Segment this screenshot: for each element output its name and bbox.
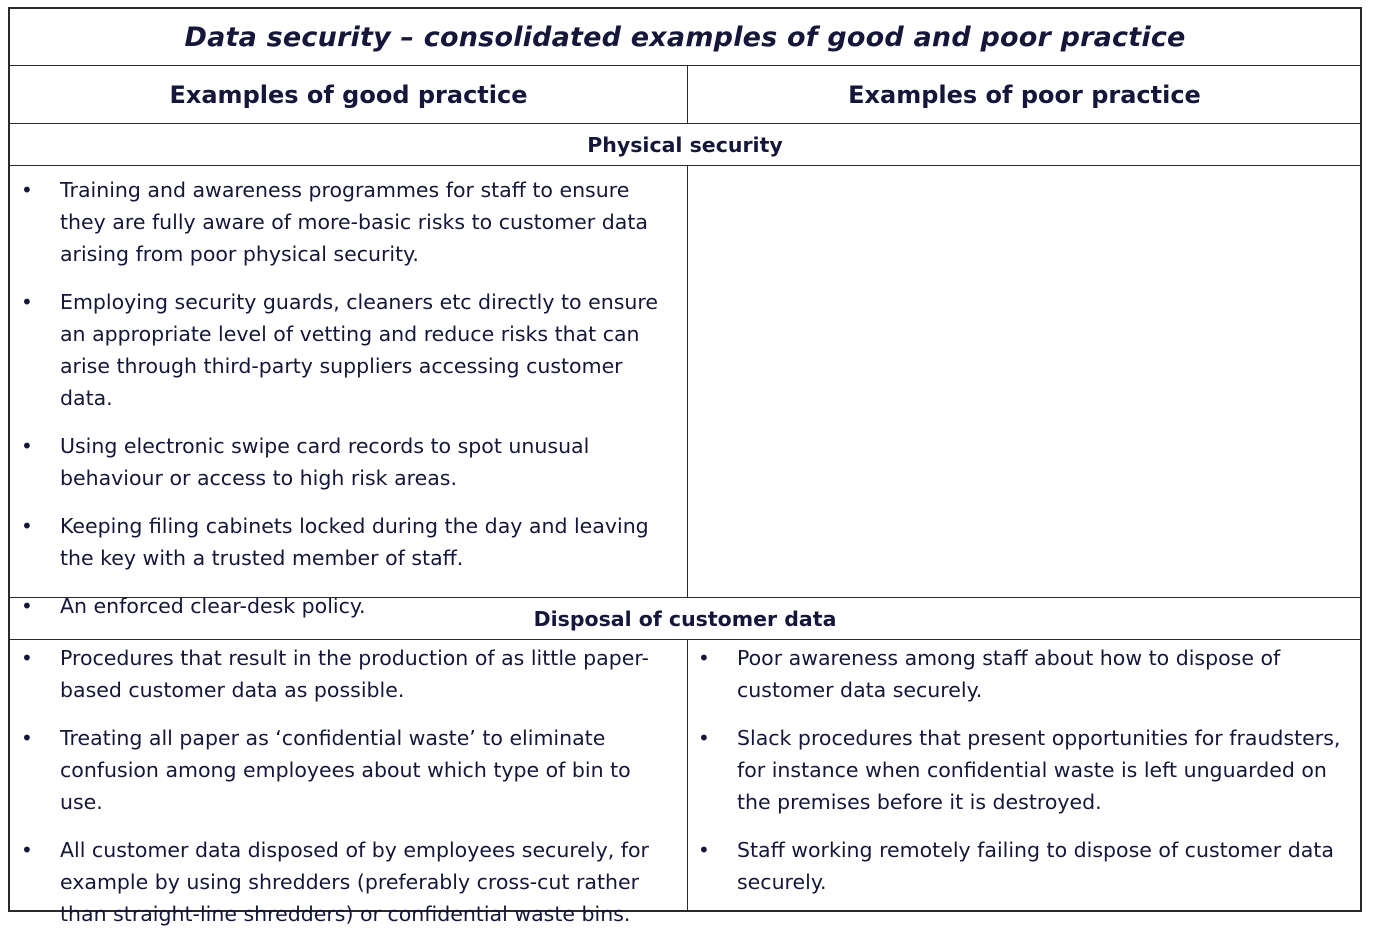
section-heading-disposal: Disposal of customer data bbox=[533, 606, 837, 631]
bullet-icon: • bbox=[21, 838, 33, 862]
bullet-icon: • bbox=[21, 434, 33, 458]
list-item: • Treating all paper as ‘confidential was… bbox=[14, 722, 679, 818]
physical-security-poor-cell bbox=[687, 166, 1362, 596]
list-item: • Staff working remotely failing to dispo… bbox=[691, 834, 1354, 898]
poor-practice-list: • Poor awareness among staff about how to… bbox=[691, 642, 1354, 898]
practice-table: Data security – consolidated examples of… bbox=[8, 7, 1362, 926]
physical-security-good-cell: • Training and awareness programmes for s… bbox=[10, 166, 687, 618]
bullet-icon: • bbox=[21, 646, 33, 670]
list-item-text: Slack procedures that present opportunit… bbox=[737, 726, 1341, 814]
list-item-text: Procedures that result in the production… bbox=[60, 646, 649, 702]
divider bbox=[10, 123, 1360, 124]
list-item-text: An enforced clear-desk policy. bbox=[60, 594, 366, 618]
bullet-icon: • bbox=[698, 646, 710, 670]
bullet-icon: • bbox=[21, 178, 33, 202]
list-item: • Procedures that result in the productio… bbox=[14, 642, 679, 706]
column-header-good: Examples of good practice bbox=[169, 81, 528, 109]
bullet-icon: • bbox=[698, 838, 710, 862]
list-item-text: All customer data disposed of by employe… bbox=[60, 838, 649, 926]
list-item-text: Using electronic swipe card records to s… bbox=[60, 434, 590, 490]
divider bbox=[10, 639, 1360, 640]
list-item-text: Treating all paper as ‘confidential wast… bbox=[60, 726, 631, 814]
bullet-icon: • bbox=[21, 514, 33, 538]
bullet-icon: • bbox=[21, 594, 33, 618]
list-item-text: Training and awareness programmes for st… bbox=[60, 178, 648, 266]
disposal-poor-cell: • Poor awareness among staff about how to… bbox=[687, 640, 1362, 910]
section-heading-physical-security: Physical security bbox=[587, 132, 783, 157]
list-item: • Employing security guards, cleaners etc… bbox=[14, 286, 679, 414]
column-divider bbox=[687, 640, 688, 912]
list-item-text: Keeping filing cabinets locked during th… bbox=[60, 514, 649, 570]
list-item: • Keeping filing cabinets locked during t… bbox=[14, 510, 679, 574]
column-header-poor: Examples of poor practice bbox=[848, 81, 1201, 109]
list-item-text: Employing security guards, cleaners etc … bbox=[60, 290, 658, 410]
good-practice-list: • Procedures that result in the productio… bbox=[14, 642, 679, 930]
good-practice-list: • Training and awareness programmes for s… bbox=[14, 174, 679, 622]
list-item: • Poor awareness among staff about how to… bbox=[691, 642, 1354, 706]
bullet-icon: • bbox=[21, 726, 33, 750]
list-item: • Slack procedures that present opportuni… bbox=[691, 722, 1354, 818]
column-divider bbox=[687, 166, 688, 597]
list-item: • Using electronic swipe card records to … bbox=[14, 430, 679, 494]
list-item: • All customer data disposed of by employ… bbox=[14, 834, 679, 930]
divider bbox=[10, 165, 1360, 166]
disposal-good-cell: • Procedures that result in the productio… bbox=[10, 640, 687, 926]
list-item-text: Staff working remotely failing to dispos… bbox=[737, 838, 1334, 894]
table-title: Data security – consolidated examples of… bbox=[184, 22, 1186, 53]
list-item: • An enforced clear-desk policy. bbox=[14, 590, 679, 622]
divider bbox=[10, 65, 1360, 66]
bullet-icon: • bbox=[21, 290, 33, 314]
list-item-text: Poor awareness among staff about how to … bbox=[737, 646, 1281, 702]
list-item: • Training and awareness programmes for s… bbox=[14, 174, 679, 270]
divider bbox=[10, 597, 1360, 598]
column-divider bbox=[687, 66, 688, 124]
bullet-icon: • bbox=[698, 726, 710, 750]
